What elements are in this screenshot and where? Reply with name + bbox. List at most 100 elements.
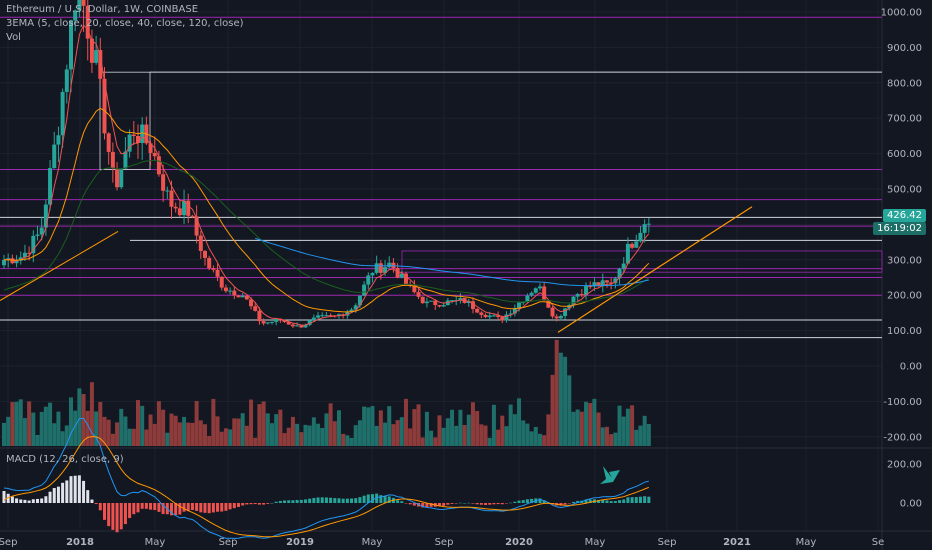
volume-bar	[466, 414, 471, 446]
macd-bar	[613, 501, 617, 503]
macd-bar	[278, 500, 282, 503]
macd-bar	[618, 500, 622, 503]
macd-bar	[190, 503, 194, 511]
volume-bar	[378, 410, 383, 446]
volume-bar	[56, 411, 61, 446]
volume-bar	[433, 437, 438, 446]
volume-bar	[324, 413, 329, 446]
volume-bars	[2, 339, 651, 446]
volume-bar	[558, 352, 563, 446]
time-tick-label: Se	[872, 537, 885, 548]
candle-body	[60, 91, 65, 136]
volume-bar	[383, 422, 388, 446]
macd-bar	[236, 503, 240, 507]
volume-bar	[290, 416, 295, 446]
candle-body	[244, 295, 249, 300]
volume-bar	[550, 374, 555, 446]
volume-bar	[177, 422, 182, 446]
macd-bar	[404, 503, 408, 504]
macd-bar	[337, 498, 341, 503]
price-tick-label: 300.00	[887, 255, 922, 266]
candles	[2, 0, 651, 328]
macd-bar	[169, 503, 173, 516]
candle-body	[98, 50, 103, 79]
candle-body	[357, 295, 362, 306]
macd-tick-label: 200.00	[887, 460, 922, 471]
macd-bar	[408, 503, 412, 505]
candle-body	[52, 144, 57, 169]
volume-bar	[475, 411, 480, 446]
macd-bar	[35, 498, 39, 503]
volume-bar	[85, 410, 90, 446]
volume-bar	[412, 409, 417, 446]
volume-bar	[278, 409, 283, 446]
macd-bar	[496, 503, 500, 505]
candle-body	[278, 318, 283, 321]
candle-body	[324, 315, 329, 317]
volume-bar	[253, 437, 258, 446]
price-tick-label: 900.00	[887, 43, 922, 54]
candle-body	[177, 208, 182, 216]
candle-body	[140, 124, 145, 143]
macd-bar	[224, 503, 228, 511]
macd-bar	[605, 500, 609, 503]
macd-bar	[475, 503, 479, 505]
macd-bar	[601, 499, 605, 503]
volume-bar	[546, 414, 551, 446]
candle-body	[349, 309, 354, 312]
candle-body	[420, 296, 425, 304]
volume-bar	[424, 411, 429, 446]
macd-bar	[2, 490, 6, 503]
volume-bar	[48, 402, 53, 446]
macd-bar	[450, 503, 454, 504]
volume-bar	[182, 416, 187, 446]
volume-bar	[521, 420, 526, 446]
macd-bar	[157, 503, 161, 512]
candle-body	[253, 306, 258, 311]
volume-bar	[609, 434, 614, 446]
current-price-label: 426.42	[883, 209, 926, 222]
volume-bar	[575, 409, 580, 446]
candle-body	[588, 286, 593, 288]
macd-bar	[370, 494, 374, 503]
macd-bar	[132, 503, 136, 515]
macd-bar	[161, 503, 165, 515]
range-box	[99, 71, 151, 170]
volume-bar	[525, 423, 530, 446]
volume-bar	[345, 435, 350, 446]
candle-body	[441, 305, 446, 307]
candle-body	[554, 316, 559, 319]
candle-body	[286, 322, 291, 325]
macd-bar	[354, 498, 358, 503]
candle-body	[504, 314, 509, 321]
arrow-annotation	[600, 466, 620, 484]
macd-bar	[467, 502, 471, 504]
candle-body	[638, 232, 643, 242]
candle-body	[232, 290, 237, 296]
candle-body	[48, 168, 53, 205]
price-tick-label: 200.00	[887, 291, 922, 302]
macd-bar	[479, 503, 483, 505]
ema-legend: 3EMA (5, close, 20, close, 40, close, 12…	[6, 18, 244, 29]
candle-body	[282, 320, 287, 323]
volume-bar	[387, 406, 392, 446]
candle-body	[366, 275, 371, 285]
volume-bar	[303, 424, 308, 446]
volume-bar	[102, 416, 107, 446]
price-tick-label: 800.00	[887, 78, 922, 89]
volume-bar	[127, 428, 132, 446]
volume-bar	[630, 405, 635, 446]
macd-bar	[220, 503, 224, 512]
volume-bar	[408, 428, 413, 446]
volume-bar	[621, 416, 626, 446]
macd-histogram	[2, 475, 651, 533]
ema-120-line	[255, 237, 649, 287]
candle-body	[625, 243, 630, 264]
candle-body	[609, 282, 614, 284]
candle-body	[240, 295, 245, 298]
candle-body	[466, 301, 471, 304]
volume-bar	[295, 423, 300, 446]
time-tick-label: May	[145, 537, 166, 548]
macd-bar	[27, 500, 31, 503]
